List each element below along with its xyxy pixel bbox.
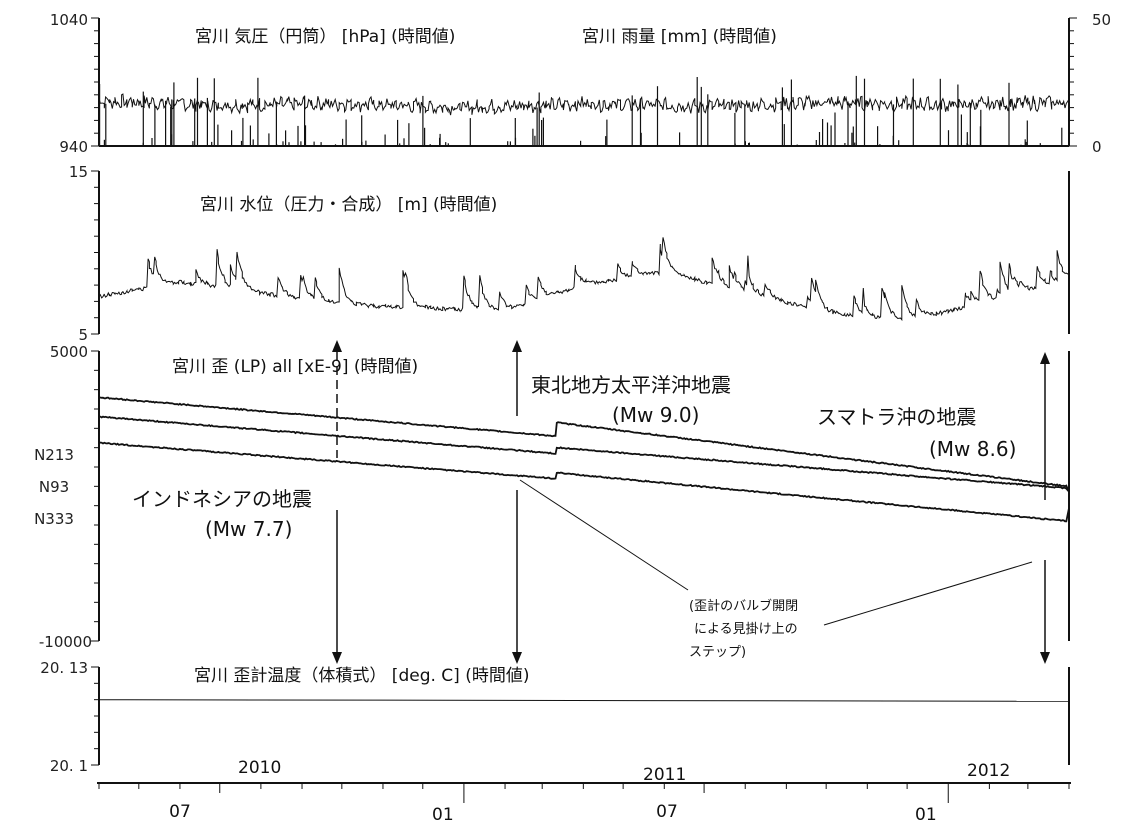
water-level-line: [98, 237, 1070, 322]
water-title: 宮川 水位（圧力・合成） [m] (時間値): [200, 195, 497, 215]
eq2-name: 東北地方太平洋沖地震: [531, 373, 731, 397]
pressure-title: 宮川 気圧（円筒） [hPa] (時間値): [195, 27, 455, 47]
strain-ymin-label: -10000: [39, 633, 92, 651]
temperature-line: [98, 699, 1070, 702]
year-label-2010: 2010: [238, 758, 281, 778]
series-label-n93: N93: [39, 478, 69, 496]
tick-marks: [91, 17, 1077, 803]
eq1-mw: (Mw 7.7): [205, 517, 292, 541]
month-label-07a: 07: [169, 802, 191, 822]
rain-ymin-label: 0: [1092, 138, 1102, 156]
temp-ymax-label: 20. 13: [40, 659, 88, 677]
water-ymin-label: 5: [78, 326, 88, 344]
eq1-name: インドネシアの地震: [132, 487, 312, 511]
eq2-mw: (Mw 9.0): [612, 403, 699, 427]
note-line-2: による見掛け上の: [694, 622, 798, 637]
series-label-n213: N213: [34, 446, 74, 464]
rain-ymax-label: 50: [1092, 11, 1111, 29]
year-label-2012: 2012: [967, 761, 1010, 781]
strain-line-n333: [98, 441, 1070, 523]
panel-strain-frame: [98, 351, 1070, 641]
pressure-ymax-label: 1040: [50, 11, 88, 29]
eq3-mw: (Mw 8.6): [929, 437, 1016, 461]
note-line-3: ステップ): [689, 645, 746, 660]
strain-ymax-label: 5000: [50, 343, 88, 361]
series-label-n333: N333: [34, 510, 74, 528]
water-ymax-label: 15: [69, 163, 88, 181]
month-label-07b: 07: [656, 802, 678, 822]
pressure-ymin-label: 940: [59, 138, 88, 156]
pressure-line: [98, 93, 1070, 116]
temp-ymin-label: 20. 1: [50, 757, 88, 775]
eq3-name: スマトラ沖の地震: [817, 405, 976, 429]
rain-title: 宮川 雨量 [mm] (時間値): [582, 27, 777, 47]
month-label-01b: 01: [915, 805, 937, 825]
year-label-2011: 2011: [643, 765, 686, 785]
strain-title: 宮川 歪 (LP) all [xE-9] (時間値): [172, 357, 418, 377]
month-label-01a: 01: [432, 805, 454, 825]
note-line-1: (歪計のバルブ開閉: [689, 598, 798, 614]
strain-line-n93: [99, 415, 1070, 493]
data-traces: [98, 75, 1070, 702]
temp-title: 宮川 歪計温度（体積式） [deg. C] (時間値): [194, 666, 529, 686]
eq-arrows: [332, 340, 1050, 664]
strain-line-n213: [98, 396, 1070, 493]
